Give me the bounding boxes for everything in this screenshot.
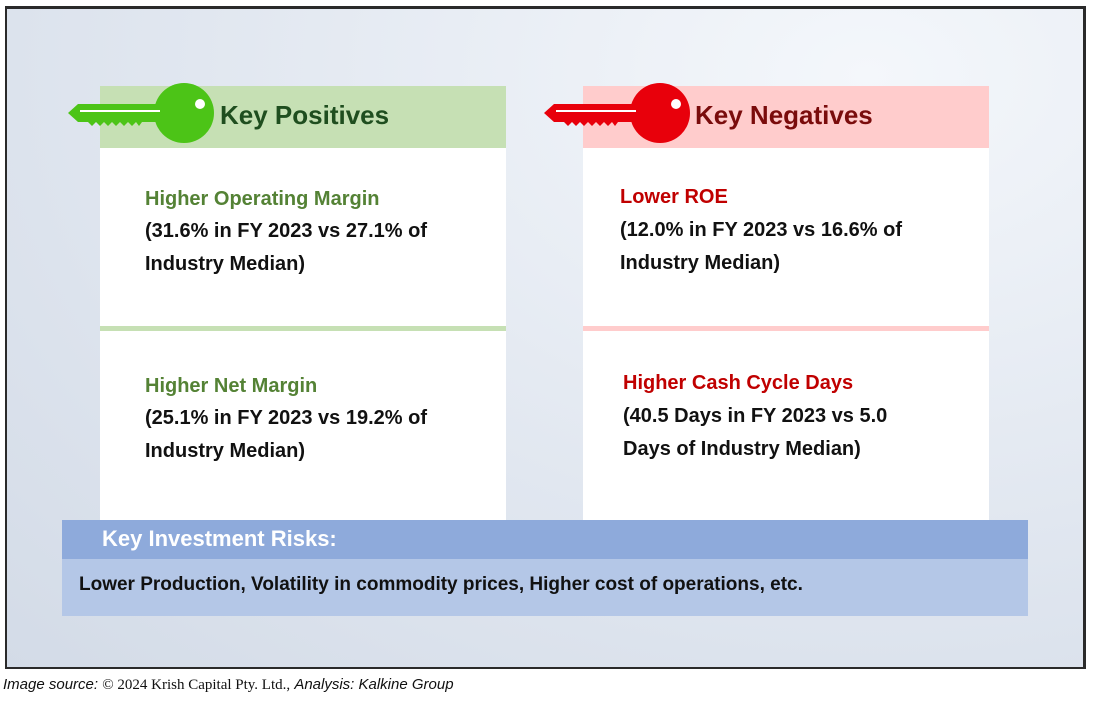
negative-item-2-detail: (40.5 Days in FY 2023 vs 5.0 Days of Ind… — [623, 400, 953, 466]
negative-item-2-detail-line2: Days of Industry Median) — [623, 438, 861, 460]
image-source-label: Image source: — [3, 676, 99, 693]
key-negatives-title: Key Negatives — [695, 100, 873, 130]
positives-divider — [100, 326, 506, 331]
key-investment-risks-body: Lower Production, Volatility in commodit… — [62, 559, 1028, 616]
green-key-icon — [68, 83, 214, 143]
key-positives-title: Key Positives — [220, 100, 390, 130]
negative-item-1-detail: (12.0% in FY 2023 vs 16.6% of Industry M… — [620, 214, 950, 280]
positive-item-2-detail-line2: Industry Median) — [145, 440, 306, 462]
negative-item-1-detail-line2: Industry Median) — [620, 252, 781, 274]
positive-item-2-detail: (25.1% in FY 2023 vs 19.2% of Industry M… — [145, 402, 475, 468]
red-key-icon — [544, 83, 690, 143]
negative-item-2-title: Higher Cash Cycle Days — [623, 372, 854, 394]
negatives-card-1: Lower ROE (12.0% in FY 2023 vs 16.6% of … — [583, 148, 989, 326]
negative-item-1-title: Lower ROE — [620, 186, 728, 208]
positive-item-1-detail: (31.6% in FY 2023 vs 27.1% of Industry M… — [145, 215, 475, 281]
key-investment-risks-header: Key Investment Risks: — [62, 520, 1028, 559]
negative-item-2-detail-line1: (40.5 Days in FY 2023 vs 5.0 — [623, 405, 888, 427]
key-investment-risks-title: Key Investment Risks: — [102, 526, 337, 551]
image-source-caption: Image source: © 2024 Krish Capital Pty. … — [3, 676, 454, 694]
image-source-copyright: © 2024 Krish Capital Pty. Ltd., — [102, 677, 291, 693]
positive-item-1-detail-line2: Industry Median) — [145, 253, 306, 275]
positive-item-1-detail-line1: (31.6% in FY 2023 vs 27.1% of — [145, 220, 428, 242]
positive-item-1-title: Higher Operating Margin — [145, 188, 380, 210]
positives-card-2: Higher Net Margin (25.1% in FY 2023 vs 1… — [100, 331, 506, 520]
negative-item-1-detail-line1: (12.0% in FY 2023 vs 16.6% of — [620, 219, 903, 241]
positives-card-1: Higher Operating Margin (31.6% in FY 202… — [100, 148, 506, 326]
negatives-divider — [583, 326, 989, 331]
negatives-card-2: Higher Cash Cycle Days (40.5 Days in FY … — [583, 331, 989, 520]
positive-item-2-detail-line1: (25.1% in FY 2023 vs 19.2% of — [145, 407, 428, 429]
key-investment-risks-text: Lower Production, Volatility in commodit… — [79, 574, 803, 595]
image-source-analysis: Analysis: Kalkine Group — [294, 676, 454, 693]
positive-item-2-title: Higher Net Margin — [145, 375, 318, 397]
